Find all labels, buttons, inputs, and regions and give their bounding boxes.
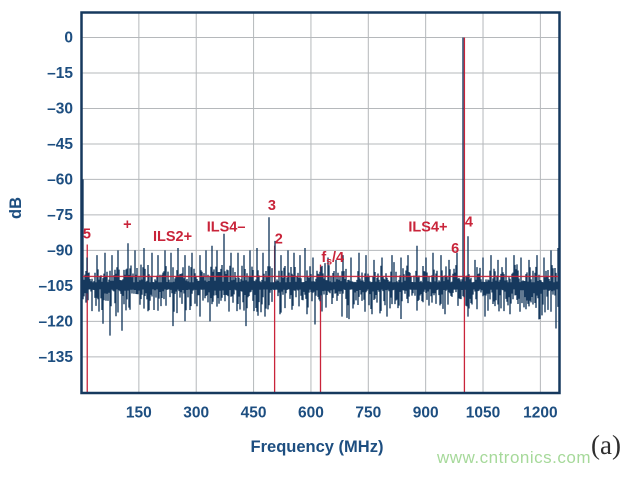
y-tick-label: –45 <box>47 136 73 153</box>
y-tick-labels: 0 –15 –30 –45 –60 –75 –90 –105 –120 –135 <box>39 30 74 366</box>
spur-label: ILS4– <box>207 219 246 235</box>
y-tick-label: –75 <box>47 207 73 224</box>
watermark: www.cntronics.com <box>437 448 591 467</box>
spur-label: 4 <box>465 215 473 231</box>
spur-label: 5 <box>83 227 91 243</box>
x-tick-label: 150 <box>126 405 152 422</box>
spur-label: ILS4+ <box>408 219 447 235</box>
x-tick-label: 300 <box>183 405 209 422</box>
plot-border <box>80 11 561 395</box>
spur-label: 3 <box>268 198 276 214</box>
x-tick-label: 1200 <box>523 405 557 422</box>
spur-label: 6 <box>451 241 459 257</box>
gridlines <box>81 12 560 393</box>
spur-labels: 5 + ILS2+ ILS4– 3 2 fs/4 ILS4+64 <box>83 198 473 268</box>
y-tick-label: –30 <box>47 101 73 118</box>
x-tick-label: 900 <box>413 405 439 422</box>
y-tick-label: –90 <box>47 243 73 260</box>
spur-label: 2 <box>275 231 283 247</box>
y-tick-label: –120 <box>39 314 73 331</box>
spur-label: fs/4 <box>321 250 344 268</box>
x-tick-label: 600 <box>298 405 324 422</box>
y-tick-label: –60 <box>47 172 73 189</box>
x-tick-label: 750 <box>355 405 381 422</box>
panel-label: (a) <box>591 430 621 460</box>
y-axis-title: dB <box>7 197 25 219</box>
y-tick-label: 0 <box>64 30 73 47</box>
y-tick-label: –105 <box>39 278 74 295</box>
x-axis-title: Frequency (MHz) <box>251 438 384 456</box>
spur-label: ILS2+ <box>153 229 192 245</box>
x-tick-label: 450 <box>241 405 267 422</box>
x-tick-labels: 150 300 450 600 750 900 1050 1200 <box>126 405 558 422</box>
y-tick-label: –15 <box>47 65 73 82</box>
noise-trace <box>82 37 559 336</box>
y-tick-label: –135 <box>39 349 74 366</box>
x-tick-label: 1050 <box>466 405 500 422</box>
spur-label: + <box>123 217 131 233</box>
